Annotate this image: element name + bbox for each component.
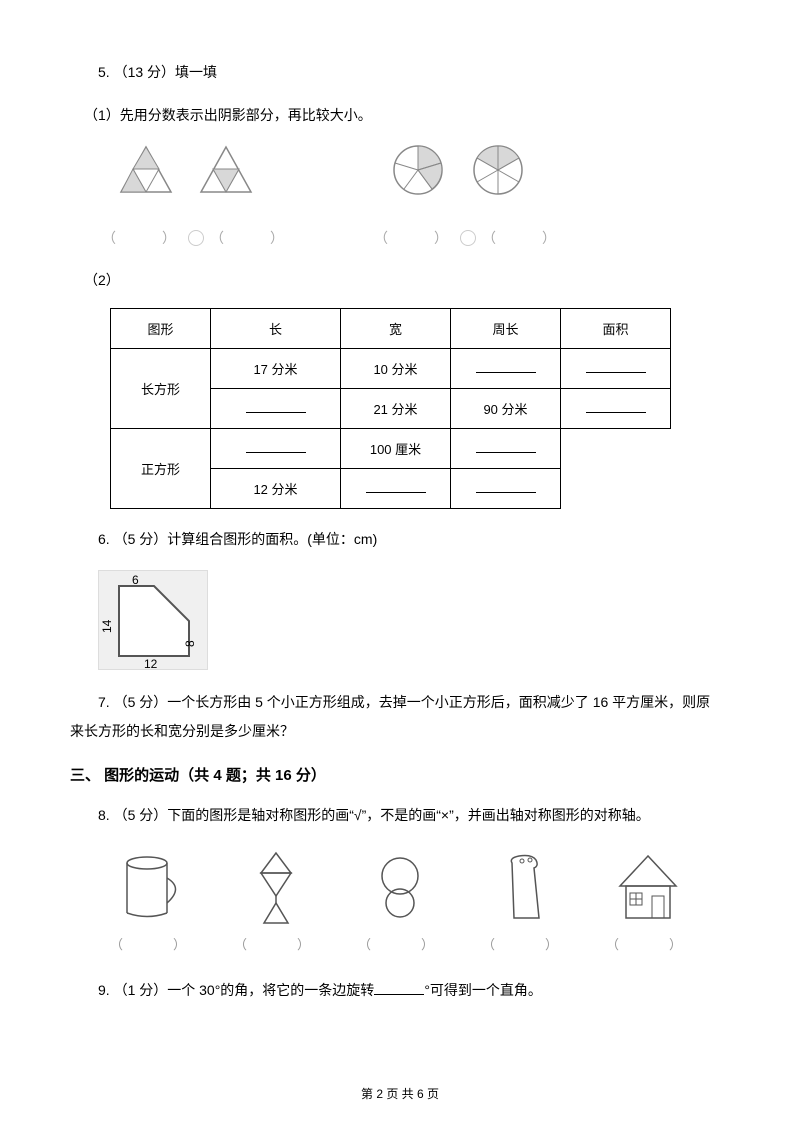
- sym-shape-4: （ ）: [474, 848, 574, 953]
- composite-shape-icon: 6 14 8 12: [99, 571, 209, 671]
- table-row: 正方形 100 厘米: [111, 428, 671, 468]
- q5-figures: （ ） （ ）: [100, 142, 730, 248]
- cell-blank: [211, 388, 341, 428]
- cell-blank: [451, 468, 561, 508]
- q8-heading: 8. （5 分）下面的图形是轴对称图形的画“√”，不是的画“×”，并画出轴对称图…: [70, 803, 730, 828]
- th-shape: 图形: [111, 308, 211, 348]
- mug-icon: [112, 848, 192, 928]
- dim-left: 14: [100, 619, 114, 633]
- cup-icon: [484, 848, 564, 928]
- q6-heading: 6. （5 分）计算组合图形的面积。(单位：cm): [70, 527, 730, 552]
- q5-heading: 5. （13 分）填一填: [70, 60, 730, 85]
- cell-blank: [561, 388, 671, 428]
- sym-shape-3: （ ）: [350, 848, 450, 953]
- q5-table: 图形 长 宽 周长 面积 长方形 17 分米 10 分米 21 分米 90 分米…: [110, 308, 671, 509]
- sym-shape-1: （ ）: [102, 848, 202, 953]
- table-row: 长方形 17 分米 10 分米: [111, 348, 671, 388]
- compare-circle-icon: [460, 230, 476, 246]
- dim-right: 8: [183, 640, 197, 647]
- q9-heading: 9. （1 分）一个 30°的角，将它的一条边旋转 °可得到一个直角。: [70, 978, 730, 1003]
- page-footer: 第 2 页 共 6 页: [0, 1085, 800, 1102]
- q5-sub1: （1）先用分数表示出阴影部分，再比较大小。: [70, 103, 730, 128]
- section-3-heading: 三、 图形的运动（共 4 题；共 16 分）: [70, 764, 730, 785]
- diamond-triangle-icon: [236, 848, 316, 928]
- cell: 10 分米: [341, 348, 451, 388]
- cell-blank: [211, 428, 341, 468]
- th-perimeter: 周长: [451, 308, 561, 348]
- q6-shape: 6 14 8 12: [98, 570, 208, 670]
- triangle-1-icon: [116, 142, 196, 222]
- q9-prefix: 9. （1 分）一个 30°的角，将它的一条边旋转: [98, 982, 374, 998]
- cell: 90 分米: [451, 388, 561, 428]
- cell: 21 分米: [341, 388, 451, 428]
- triangle-2-icon: [196, 142, 276, 222]
- cell-empty: [561, 428, 671, 468]
- th-area: 面积: [561, 308, 671, 348]
- cell-blank: [561, 348, 671, 388]
- q8-shapes: （ ） （ ） （ ） （ ）: [90, 848, 710, 953]
- sym-shape-2: （ ）: [226, 848, 326, 953]
- q9-suffix: °可得到一个直角。: [424, 982, 542, 998]
- cell-blank: [341, 468, 451, 508]
- circle-paren: （ ） （ ）: [372, 228, 564, 248]
- circle-pair: （ ） （ ）: [372, 142, 564, 248]
- cell: 12 分米: [211, 468, 341, 508]
- cell: 17 分米: [211, 348, 341, 388]
- dim-bottom: 12: [144, 657, 158, 671]
- cell-empty: [561, 468, 671, 508]
- sym-shape-5: （ ）: [598, 848, 698, 953]
- q5-sub2: （2）: [70, 268, 730, 293]
- cell-square: 正方形: [111, 428, 211, 508]
- triangle-pair: （ ） （ ）: [100, 142, 292, 248]
- house-icon: [608, 848, 688, 928]
- two-circles-icon: [360, 848, 440, 928]
- compare-circle-icon: [188, 230, 204, 246]
- th-width: 宽: [341, 308, 451, 348]
- q7-line2: 来长方形的长和宽分别是多少厘米？: [70, 719, 730, 744]
- q9-blank: [374, 994, 424, 995]
- cell-rect: 长方形: [111, 348, 211, 428]
- cell: 100 厘米: [341, 428, 451, 468]
- triangle-paren: （ ） （ ）: [100, 228, 292, 248]
- circle-2-icon: [468, 142, 548, 222]
- circle-1-icon: [388, 142, 468, 222]
- table-row: 图形 长 宽 周长 面积: [111, 308, 671, 348]
- cell-blank: [451, 428, 561, 468]
- q7-line1: 7. （5 分）一个长方形由 5 个小正方形组成，去掉一个小正方形后，面积减少了…: [70, 690, 730, 715]
- cell-blank: [451, 348, 561, 388]
- dim-top: 6: [132, 573, 139, 587]
- th-length: 长: [211, 308, 341, 348]
